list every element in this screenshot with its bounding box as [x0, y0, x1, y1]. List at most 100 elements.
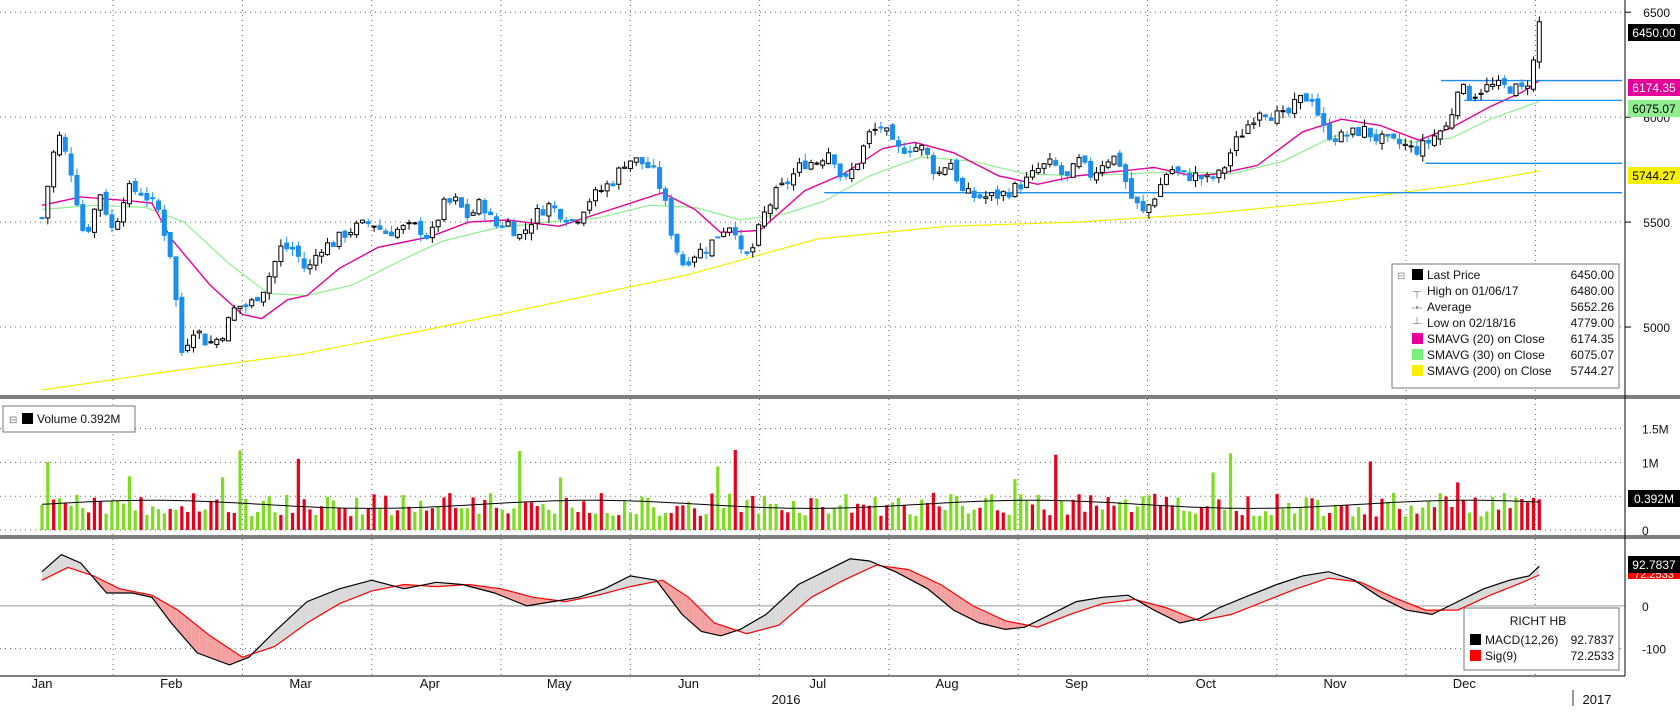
candle-body [190, 334, 196, 348]
macd-fill [1149, 603, 1154, 610]
volume-bar [57, 498, 62, 530]
candle-body [45, 185, 51, 219]
candle-body [855, 163, 861, 170]
volume-bar [873, 496, 877, 530]
candle-body [610, 183, 616, 187]
macd-fill [1303, 575, 1308, 587]
macd-fill [169, 605, 174, 625]
volume-bar [1269, 514, 1273, 530]
macd-fill [940, 584, 945, 603]
volume-bar [343, 508, 347, 530]
macd-fill [1239, 597, 1244, 612]
volume-bar [797, 512, 801, 530]
macd-fill [1082, 599, 1087, 611]
macd-fill [1299, 575, 1304, 588]
macd-fill [326, 592, 331, 612]
candle-body [744, 251, 750, 255]
macd-fill [206, 633, 211, 658]
macd-fill [1288, 579, 1293, 592]
macd-fill [622, 578, 626, 589]
macd-fill [771, 605, 776, 627]
candle-body [278, 245, 284, 263]
panel-separator-bottom[interactable] [0, 535, 1680, 539]
candle-body [1053, 160, 1059, 166]
price-y-tick-label: 5500 [1643, 216, 1670, 230]
badge-sma200: 5744.27 [1628, 167, 1680, 184]
macd-fill [801, 580, 806, 606]
candle-body [56, 134, 62, 156]
volume-bar [1246, 496, 1250, 530]
volume-bar [628, 512, 633, 530]
volume-bar [623, 501, 627, 530]
volume-bar [733, 449, 737, 530]
macd-fill [670, 585, 675, 605]
macd-fill [371, 580, 376, 592]
candle-body [657, 167, 663, 189]
macd-fill [917, 573, 922, 586]
svg-text:6075.07: 6075.07 [1632, 102, 1676, 116]
macd-fill [202, 630, 207, 657]
candle-body [435, 219, 441, 228]
macd-fill [760, 615, 765, 630]
macd-fill [1468, 594, 1472, 606]
volume-bar [1368, 461, 1372, 530]
macd-fill [1123, 595, 1128, 601]
candle-body [808, 162, 814, 170]
volume-bar [815, 498, 819, 530]
volume-bar [1426, 500, 1431, 530]
candle-body [1385, 133, 1391, 137]
macd-fill [1513, 578, 1517, 587]
candle-body [849, 168, 855, 179]
x-tick-label: Apr [420, 676, 441, 691]
macd-fill [1056, 609, 1061, 620]
macd-fill [1509, 579, 1514, 588]
price-legend: Last Price 6450.00 ┬ High on 01/06/17 6480.0… [1391, 263, 1620, 389]
macd-fill [1251, 593, 1255, 607]
macd-fill [356, 583, 361, 597]
candle-body [1367, 127, 1373, 138]
candle-body [1420, 140, 1426, 157]
volume-bar [279, 515, 283, 530]
candle-body [1140, 200, 1146, 212]
volume-bar [1304, 497, 1308, 530]
svg-text:5744.27: 5744.27 [1632, 169, 1676, 183]
candle-body [1315, 98, 1321, 116]
legend-expander-icon[interactable]: ⊟ [1397, 271, 1405, 282]
macd-fill [985, 611, 990, 626]
volume-bar [232, 512, 236, 530]
volume-bar [69, 505, 73, 530]
macd-fill [745, 624, 750, 634]
macd-fill [543, 598, 548, 604]
macd-fill [1048, 613, 1053, 623]
macd-fill [1097, 597, 1102, 606]
candle-body [377, 225, 383, 230]
candle-body [802, 160, 808, 170]
volume-bar [1403, 516, 1407, 530]
volume-legend-expander[interactable]: ⊟ [9, 415, 17, 426]
candle-body [756, 224, 762, 246]
panel-separator-top[interactable] [0, 395, 1680, 399]
candle-body [342, 230, 348, 238]
macd-fill [1501, 581, 1506, 591]
volume-bar [1333, 504, 1337, 530]
svg-text:0.392M: 0.392M [1634, 492, 1674, 506]
volume-y-tick-label: 1M [1642, 456, 1659, 470]
volume-bar [838, 505, 842, 530]
candle-body [1134, 196, 1140, 204]
candle-body [1472, 96, 1478, 99]
macd-fill [697, 605, 701, 631]
macd-fill [910, 570, 915, 582]
volume-bar [617, 515, 621, 530]
volume-bar [716, 466, 720, 530]
candle-body [1350, 127, 1356, 135]
volume-bar [809, 498, 813, 530]
candle-body [330, 242, 336, 248]
macd-fill [775, 602, 780, 626]
volume-bar [1380, 498, 1384, 530]
candle-body [470, 212, 476, 216]
macd-fill [858, 559, 862, 574]
volume-bar [593, 513, 598, 530]
volume-bar [576, 511, 580, 530]
volume-bar [46, 461, 50, 530]
volume-bar [727, 493, 732, 530]
